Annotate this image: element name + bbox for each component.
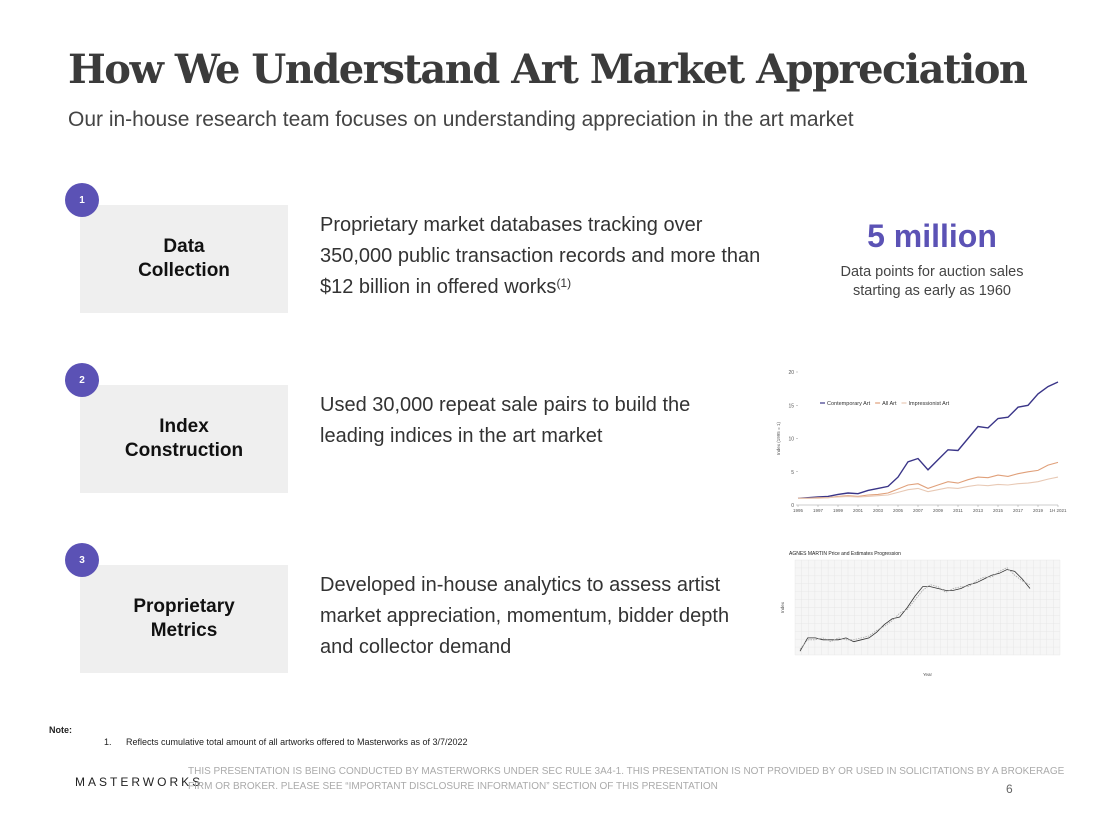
description-line: leading indices in the art market — [320, 425, 603, 447]
x-tick-label: 1997 — [813, 508, 824, 513]
label-box: Proprietary Metrics — [80, 565, 288, 673]
x-tick-label: 2001 — [853, 508, 864, 513]
y-tick-label: 5 — [791, 470, 794, 476]
label-line: Collection — [138, 260, 230, 281]
series-line — [798, 461, 1059, 499]
badge: 1 — [65, 183, 99, 217]
note-item: 1. Reflects cumulative total amount of a… — [49, 737, 468, 747]
description-line: Proprietary market databases tracking ov… — [320, 214, 703, 236]
page-number: 6 — [1006, 782, 1013, 796]
badge: 2 — [65, 363, 99, 397]
series-line — [799, 569, 1031, 652]
stat: 5 million Data points for auction sales s… — [830, 218, 1034, 301]
y-axis-label: Index (1995 = 1) — [776, 422, 781, 455]
y-axis-label: Index — [780, 601, 785, 613]
legend-label: All Art — [882, 401, 897, 407]
note: Note: 1. Reflects cumulative total amoun… — [49, 725, 468, 747]
disclaimer: THIS PRESENTATION IS BEING CONDUCTED BY … — [188, 764, 1064, 794]
y-tick-label: 0 — [791, 503, 794, 509]
label-line: Construction — [124, 440, 244, 461]
caption-line: starting as early as 1960 — [853, 283, 1011, 299]
subtitle: Our in-house research team focuses on un… — [68, 108, 854, 131]
footnote-marker: (1) — [556, 276, 572, 290]
y-tick-label: 10 — [788, 437, 794, 443]
y-tick-label: 15 — [788, 403, 794, 409]
title: How We Understand Art Market Appreciatio… — [68, 46, 1028, 93]
logo: MASTERWORKS — [75, 775, 204, 789]
description-line: Developed in-house analytics to assess a… — [320, 574, 721, 596]
label-line: Proprietary — [133, 596, 235, 617]
legend-label: Contemporary Art — [827, 401, 871, 407]
description-line: and collector demand — [320, 636, 512, 658]
label-line: Data — [163, 236, 205, 257]
note-label: Note: — [49, 725, 72, 735]
x-tick-label: 2011 — [953, 508, 963, 513]
chart-title: AGNES MARTIN Price and Estimates Progres… — [789, 551, 901, 557]
series-line — [799, 567, 1031, 650]
note-text: Reflects cumulative total amount of all … — [126, 737, 468, 747]
x-tick-label: 2005 — [893, 508, 904, 513]
x-tick-label: 1995 — [793, 508, 804, 513]
artist-chart: AGNES MARTIN Price and Estimates Progres… — [780, 551, 1061, 677]
badge: 3 — [65, 543, 99, 577]
label-box: Index Construction — [80, 385, 288, 493]
label-line: Metrics — [150, 620, 218, 641]
description: Proprietary market databases tracking ov… — [320, 210, 760, 303]
x-tick-label: 2009 — [933, 508, 944, 513]
x-tick-label: 2007 — [913, 508, 924, 513]
x-tick-label: 2003 — [873, 508, 884, 513]
legend-label: Impressionist Art — [908, 401, 949, 407]
description: Developed in-house analytics to assess a… — [320, 570, 729, 663]
label-line: Index — [159, 416, 209, 437]
description: Used 30,000 repeat sale pairs to build t… — [320, 390, 690, 452]
description-line: $12 billion in offered works (1) — [320, 272, 760, 303]
x-axis-label: Year — [923, 672, 933, 677]
disclaimer-line: FIRM OR BROKER. PLEASE SEE “IMPORTANT DI… — [188, 781, 718, 792]
y-tick-label: 20 — [788, 370, 794, 376]
label-box: Data Collection — [80, 205, 288, 313]
series-line — [798, 476, 1059, 499]
disclaimer-line: THIS PRESENTATION IS BEING CONDUCTED BY … — [188, 766, 1065, 777]
description-line: market appreciation, momentum, bidder de… — [320, 605, 730, 627]
x-tick-label: 1H 2021 — [1049, 508, 1067, 513]
x-tick-label: 2013 — [973, 508, 984, 513]
caption-line: Data points for auction sales — [840, 264, 1024, 280]
x-tick-label: 2017 — [1013, 508, 1024, 513]
x-tick-label: 1999 — [833, 508, 844, 513]
index-chart: 0 5 10 15 20 1995 1997 1999 2001 2003 2005 2007 2009… — [776, 370, 1067, 513]
description-line: Used 30,000 repeat sale pairs to build t… — [320, 394, 691, 416]
note-number: 1. — [104, 737, 112, 747]
x-tick-label: 2019 — [1033, 508, 1044, 513]
series-line — [797, 381, 1059, 499]
x-tick-label: 2015 — [993, 508, 1004, 513]
stat-value: 5 million — [867, 218, 997, 254]
stat-caption: Data points for auction sales starting as… — [830, 263, 1034, 301]
description-line: 350,000 public transaction records and m… — [320, 245, 761, 267]
